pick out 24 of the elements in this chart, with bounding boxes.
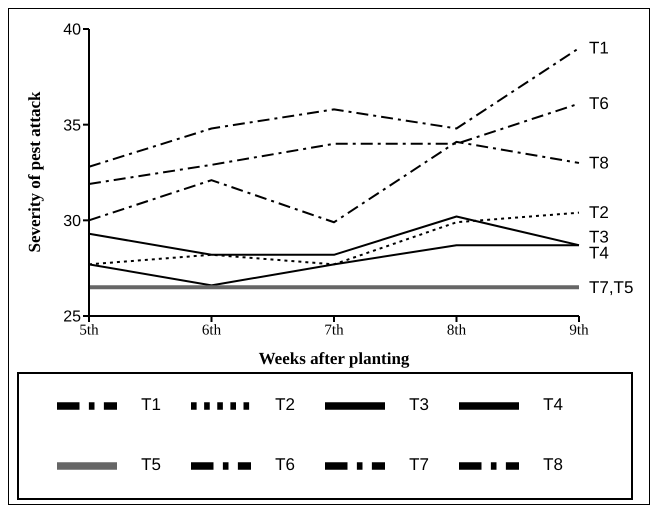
x-tick-label: 9th [569, 322, 590, 339]
x-tick-label: 6th [202, 322, 222, 339]
annotation: T8 [589, 153, 609, 172]
x-tick-label: 7th [324, 322, 344, 339]
y-tick-label: 40 [63, 22, 82, 39]
annotation: T1 [589, 38, 609, 58]
y-tick-label: 25 [63, 308, 82, 326]
legend-label: T1 [140, 395, 162, 416]
annotation: T2 [589, 203, 609, 222]
y-tick-label: 30 [63, 213, 82, 230]
annotation: T6 [589, 94, 609, 114]
x-axis-title: Weeks after planting [258, 349, 410, 368]
legend-label: T8 [542, 455, 564, 476]
legend-label: T2 [274, 395, 296, 416]
annotation: T7,T5 [589, 278, 634, 297]
legend-label: T7 [408, 455, 430, 476]
legend-label: T5 [140, 455, 162, 476]
y-axis-title: Severity of pest attack [25, 90, 44, 252]
x-tick-label: 8th [446, 322, 467, 339]
legend-label: T6 [274, 455, 296, 476]
legend-label: T4 [542, 395, 564, 416]
y-tick-label: 35 [63, 117, 82, 134]
x-tick-label: 5th [79, 322, 100, 339]
legend-label: T3 [408, 395, 430, 416]
